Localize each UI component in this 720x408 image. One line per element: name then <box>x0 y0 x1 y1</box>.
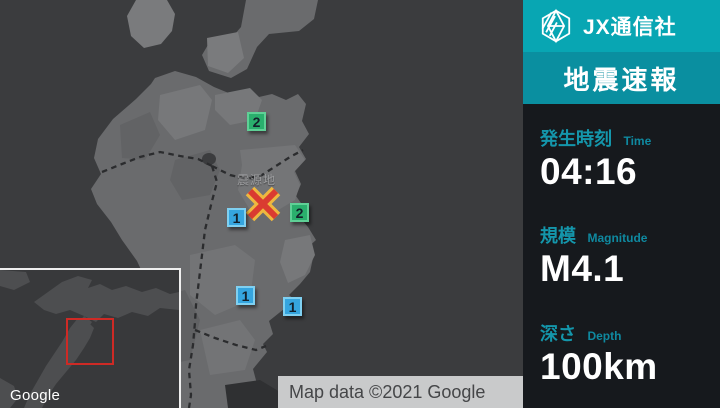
field-magnitude: 規模 Magnitude M4.1 <box>540 222 720 289</box>
intensity-badge: 1 <box>283 297 302 316</box>
field-depth-label-en: Depth <box>587 328 622 343</box>
field-time-label-ja: 発生時刻 <box>540 129 612 149</box>
field-time: 発生時刻 Time 04:16 <box>540 125 720 192</box>
overview-inset-map: Google <box>0 268 181 408</box>
map-attribution: Map data ©2021 Google <box>278 376 523 408</box>
alert-sidebar: JX通信社 地震速報 発生時刻 Time 04:16 規模 Magnitude … <box>523 0 720 408</box>
region-highlight-rect <box>66 318 114 365</box>
brand-header: JX通信社 <box>523 0 720 52</box>
inset-terrain <box>0 270 179 408</box>
field-time-value: 04:16 <box>540 151 638 192</box>
alert-title-bar: 地震速報 <box>523 52 720 104</box>
field-magnitude-label-en: Magnitude <box>587 231 648 246</box>
field-depth-label-ja: 深さ <box>540 323 576 344</box>
google-logo[interactable]: Google <box>10 387 61 404</box>
epicenter-x-icon <box>245 186 281 222</box>
brand-name: JX通信社 <box>583 16 677 39</box>
field-time-label-en: Time <box>623 134 652 148</box>
jx-press-logo-icon <box>541 8 571 44</box>
epicenter-label: 震源地 <box>237 173 277 187</box>
field-depth: 深さ Depth 100km <box>540 320 720 387</box>
intensity-badge: 1 <box>236 286 255 305</box>
field-magnitude-value: M4.1 <box>540 248 625 290</box>
intensity-badge: 1 <box>227 208 246 227</box>
alert-title: 地震速報 <box>563 64 680 95</box>
prefecture-borders <box>101 148 304 408</box>
intensity-badge: 2 <box>290 203 309 222</box>
field-magnitude-label-ja: 規模 <box>540 226 576 247</box>
intensity-badge: 2 <box>247 112 266 131</box>
field-depth-value: 100km <box>540 345 658 387</box>
alert-detail-panel: 発生時刻 Time 04:16 規模 Magnitude M4.1 深さ Dep… <box>523 104 720 408</box>
